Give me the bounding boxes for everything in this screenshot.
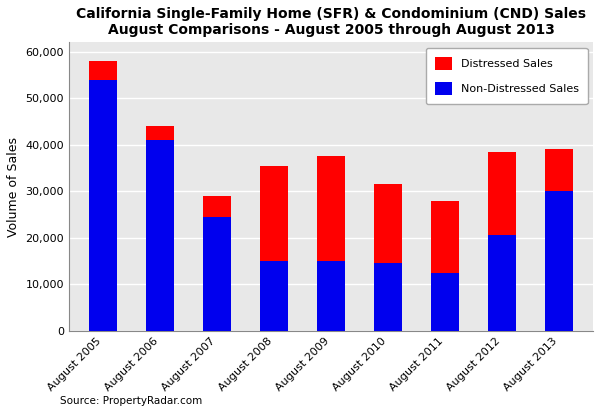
- Y-axis label: Volume of Sales: Volume of Sales: [7, 137, 20, 237]
- Bar: [374, 264, 402, 331]
- Bar: [317, 261, 345, 331]
- Bar: [146, 126, 175, 140]
- Bar: [545, 149, 573, 191]
- Title: California Single-Family Home (SFR) & Condominium (CND) Sales
August Comparisons: California Single-Family Home (SFR) & Co…: [76, 7, 586, 37]
- Bar: [89, 61, 118, 80]
- Bar: [488, 235, 516, 331]
- Bar: [545, 191, 573, 331]
- Bar: [488, 152, 516, 235]
- Bar: [317, 156, 345, 261]
- Bar: [431, 201, 459, 273]
- Bar: [260, 166, 288, 261]
- Text: Source: PropertyRadar.com: Source: PropertyRadar.com: [60, 396, 202, 406]
- Bar: [260, 261, 288, 331]
- Bar: [89, 80, 118, 331]
- Bar: [374, 184, 402, 264]
- Legend: Distressed Sales, Non-Distressed Sales: Distressed Sales, Non-Distressed Sales: [426, 48, 587, 104]
- Bar: [146, 140, 175, 331]
- Bar: [203, 196, 232, 217]
- Bar: [203, 217, 232, 331]
- Bar: [431, 273, 459, 331]
